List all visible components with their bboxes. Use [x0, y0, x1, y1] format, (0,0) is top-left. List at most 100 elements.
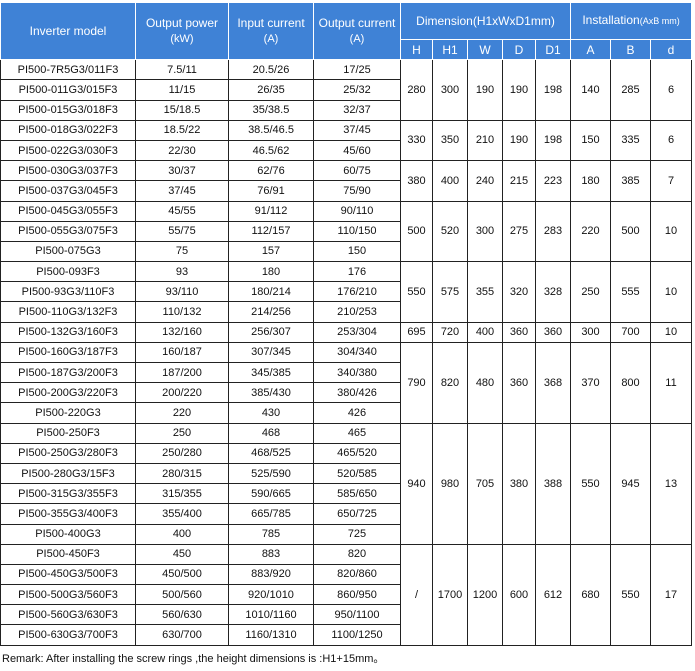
dimension-cell: 500 [400, 200, 433, 263]
model-cell: PI500-160G3/187F3 [0, 341, 136, 364]
value-cell: 820/860 [313, 563, 401, 586]
dimension-cell: 285 [610, 59, 651, 121]
table-row: PI500-250F3 250 468 465 940 980 705 380 388 550 94… [0, 422, 693, 545]
dimension-cell: 215 [502, 160, 536, 202]
value-cell: 307/345 [228, 341, 314, 364]
value-cell: 950/1100 [313, 604, 401, 626]
value-cell: 468 [228, 422, 314, 444]
header-input-current: Input current (A) [228, 1, 314, 61]
dimension-cell: 790 [400, 341, 433, 424]
dimension-cell: 520 [432, 200, 468, 263]
value-cell: 11/15 [135, 79, 229, 101]
value-cell: 590/665 [228, 483, 314, 505]
dimension-cell: 500 [610, 200, 651, 263]
table-wrap: Inverter model Output power (kW) Input cu… [0, 1, 693, 646]
header-model: Inverter model [0, 1, 136, 61]
dimension-cell: 700 [610, 321, 651, 343]
dimension-cell: 1700 [432, 543, 468, 646]
dimension-cell: 335 [610, 119, 651, 162]
dimension-cell: 550 [400, 261, 433, 323]
value-cell: 37/45 [313, 119, 401, 141]
model-cell: PI500-075G3 [0, 240, 136, 263]
value-cell: 385/430 [228, 382, 314, 404]
table-row: PI500-037G3/045F3 37/45 76/91 75/90 [0, 180, 692, 202]
value-cell: 500/560 [135, 584, 229, 606]
table-row: PI500-018G3/022F3 18.5/22 38.5/46.5 37/45 33… [0, 119, 693, 162]
header-unit: (kW) [170, 32, 194, 45]
dimension-cell: 400 [467, 321, 503, 343]
dimension-cell: 320 [502, 261, 536, 323]
dimension-cell: 360 [502, 341, 536, 424]
value-cell: 176/210 [313, 281, 401, 303]
dimension-cell: 355 [467, 261, 503, 323]
model-cell: PI500-011G3/015F3 [0, 79, 136, 101]
table-row: PI500-045G3/055F3 45/55 91/112 90/110 500 520… [0, 200, 693, 263]
subheader-cell: D1 [535, 38, 571, 61]
dimension-cell: 6 [649, 119, 693, 162]
header-installation: Installation(AxB mm) [569, 2, 693, 40]
model-cell: PI500-132G3/160F3 [0, 321, 136, 343]
dimension-cell: 330 [400, 119, 433, 162]
value-cell: 250 [135, 422, 229, 444]
value-cell: 450 [135, 543, 229, 565]
value-cell: 90/110 [313, 200, 401, 222]
table-row: PI500-075G3 75 157 150 [0, 240, 692, 263]
dimension-cell: 10 [649, 261, 693, 323]
value-cell: 883/920 [228, 563, 314, 586]
value-cell: 15/18.5 [135, 99, 229, 121]
dimension-cell: 140 [570, 59, 611, 121]
dimension-cell: 190 [467, 59, 503, 121]
table-row: PI500-160G3/187F3 160/187 307/345 304/340 79… [0, 341, 693, 424]
value-cell: 585/650 [313, 483, 401, 505]
dimension-cell: 480 [467, 341, 503, 424]
dimension-cell: 300 [432, 59, 468, 121]
value-cell: 132/160 [135, 321, 229, 343]
table-row: PI500-450G3/500F3 450/500 883/920 820/860 [0, 563, 692, 586]
dimension-cell: 275 [502, 200, 536, 263]
header-output-current: Output current (A) [313, 1, 401, 61]
dimension-cell: 800 [610, 341, 651, 424]
model-cell: PI500-500G3/560F3 [0, 584, 136, 606]
value-cell: 860/950 [313, 584, 401, 606]
table-row: PI500-093F3 93 180 176 550 575 355 320 328 250 555… [0, 261, 693, 323]
dimension-cell: 11 [649, 341, 693, 424]
model-cell: PI500-037G3/045F3 [0, 180, 136, 202]
header-title: Input current [237, 15, 305, 30]
value-cell: 253/304 [313, 321, 401, 343]
table-row: PI500-315G3/355F3 315/355 590/665 585/650 [0, 483, 692, 505]
value-cell: 46.5/62 [228, 139, 314, 162]
model-cell: PI500-015G3/018F3 [0, 99, 136, 121]
dimension-cell: / [400, 543, 433, 646]
dimension-cell: 220 [570, 200, 611, 263]
value-cell: 256/307 [228, 321, 314, 343]
subheader-cell: B [610, 38, 651, 61]
subheader-cell: W [467, 38, 503, 61]
dimension-cell: 300 [467, 200, 503, 263]
subheader-cell: H1 [432, 38, 468, 61]
value-cell: 380/426 [313, 382, 401, 404]
header-unit: (AxB mm) [639, 16, 680, 26]
dimension-cell: 350 [432, 119, 468, 162]
table-row: PI500-93G3/110F3 93/110 180/214 176/210 [0, 281, 692, 303]
table-row: PI500-450F3 450 883 820/1700 1200 600 612 680 55… [0, 543, 693, 646]
model-cell: PI500-045G3/055F3 [0, 200, 136, 222]
value-cell: 45/60 [313, 139, 401, 162]
table-row: PI500-011G3/015F3 11/15 26/35 25/32 [0, 79, 692, 101]
value-cell: 160/187 [135, 341, 229, 364]
value-cell: 75/90 [313, 180, 401, 202]
dimension-cell: 380 [400, 160, 433, 202]
value-cell: 150 [313, 240, 401, 263]
dimension-cell: 198 [535, 119, 571, 162]
value-cell: 112/157 [228, 220, 314, 242]
spec-table: Inverter model Output power (kW) Input cu… [0, 1, 693, 646]
value-cell: 18.5/22 [135, 119, 229, 141]
table-row: PI500-220G3 220 430 426 [0, 402, 692, 424]
value-cell: 920/1010 [228, 584, 314, 606]
dimension-cell: 10 [649, 321, 693, 343]
value-cell: 426 [313, 402, 401, 424]
value-cell: 214/256 [228, 301, 314, 323]
dimension-cell: 820 [432, 341, 468, 424]
model-cell: PI500-450G3/500F3 [0, 563, 136, 586]
table-row: PI500-630G3/700F3 630/700 1160/1310 1100/12… [0, 624, 692, 646]
